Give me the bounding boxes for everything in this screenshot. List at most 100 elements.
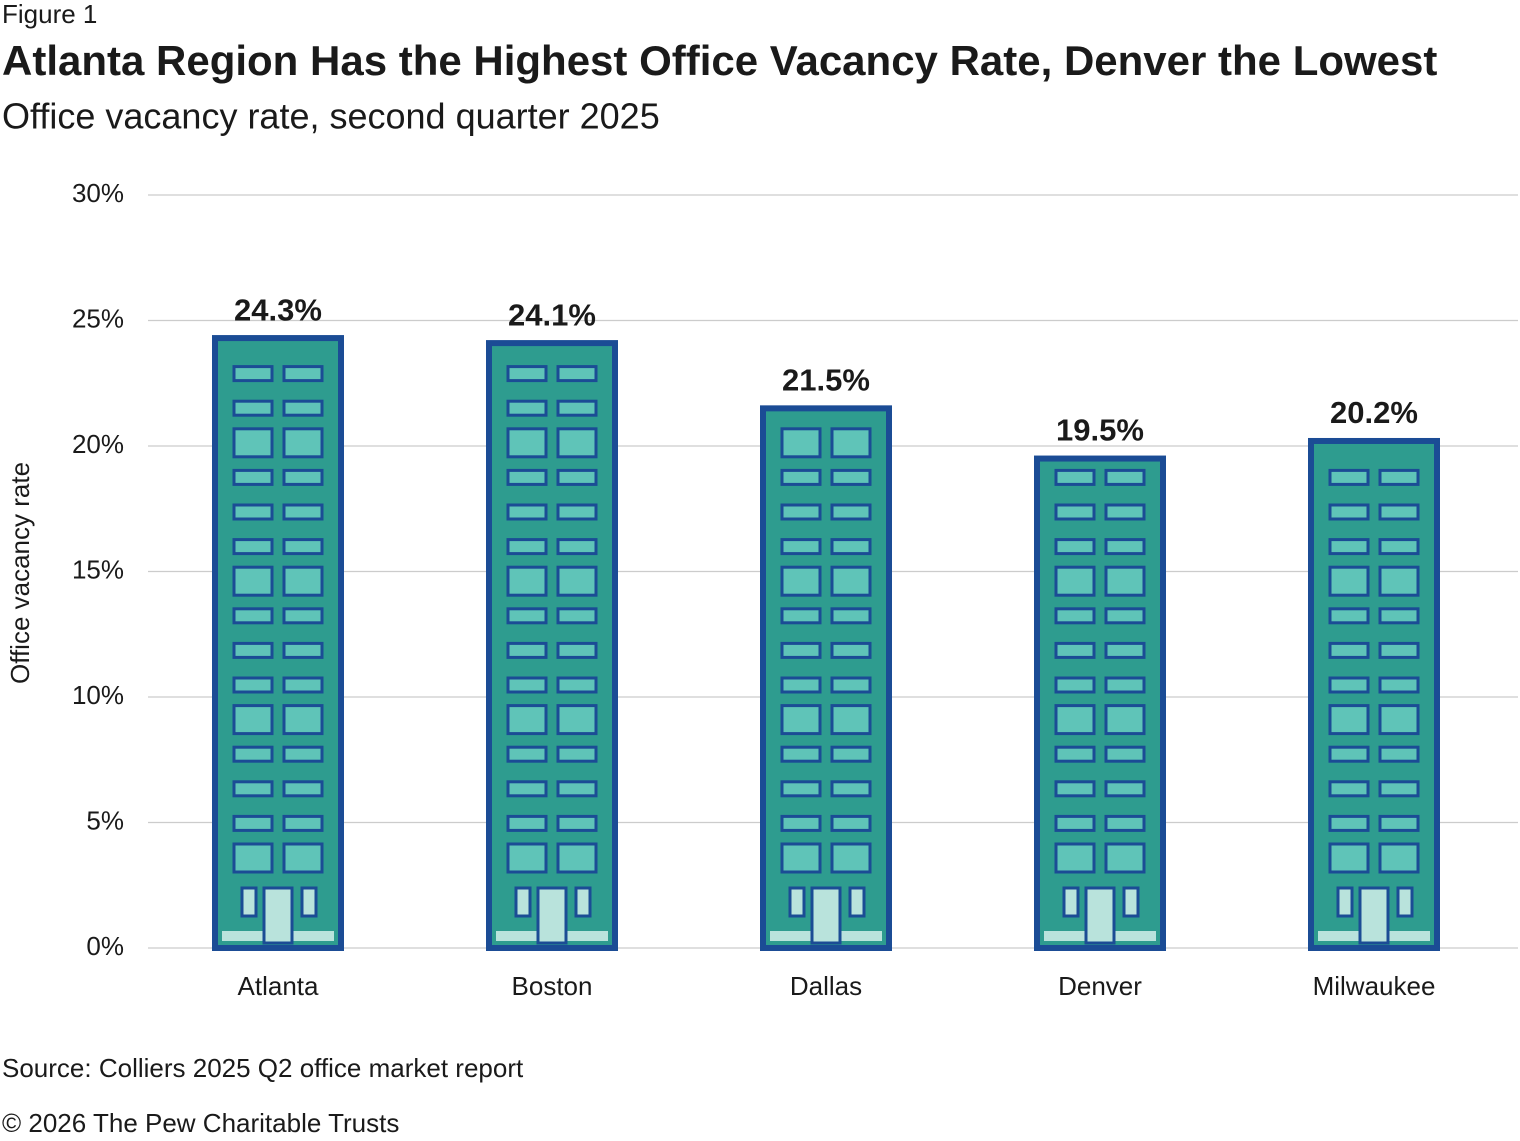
window <box>1378 842 1420 874</box>
window <box>780 538 822 556</box>
window <box>830 427 872 459</box>
window <box>232 468 274 486</box>
window <box>232 814 274 832</box>
window <box>1328 468 1370 486</box>
window <box>556 704 598 736</box>
window <box>1054 676 1096 694</box>
window <box>830 814 872 832</box>
window <box>282 565 324 597</box>
window <box>506 842 548 874</box>
window <box>1054 503 1096 521</box>
window <box>556 842 598 874</box>
window <box>780 704 822 736</box>
window <box>1378 814 1420 832</box>
window <box>1328 780 1370 798</box>
window <box>506 641 548 659</box>
window <box>1104 745 1146 763</box>
window <box>556 538 598 556</box>
y-tick-label: 0% <box>86 931 124 961</box>
x-tick-label: Milwaukee <box>1313 971 1436 1001</box>
window <box>556 676 598 694</box>
window <box>1328 842 1370 874</box>
window <box>232 745 274 763</box>
value-label: 19.5% <box>1056 413 1144 448</box>
window <box>556 565 598 597</box>
window <box>282 745 324 763</box>
window <box>232 399 274 417</box>
value-label: 24.3% <box>234 292 322 327</box>
window <box>780 503 822 521</box>
window <box>1104 468 1146 486</box>
window <box>1328 565 1370 597</box>
window <box>232 780 274 798</box>
window <box>282 365 324 383</box>
y-tick-label: 10% <box>72 680 124 710</box>
window <box>1328 538 1370 556</box>
window <box>780 745 822 763</box>
window <box>1054 565 1096 597</box>
window <box>1054 538 1096 556</box>
window <box>1054 745 1096 763</box>
door <box>1084 886 1116 945</box>
window <box>1104 842 1146 874</box>
window <box>780 641 822 659</box>
window <box>1054 641 1096 659</box>
window <box>1378 607 1420 625</box>
window <box>830 641 872 659</box>
door-window <box>788 886 806 918</box>
window <box>232 676 274 694</box>
window <box>1054 780 1096 798</box>
y-tick-label: 30% <box>72 178 124 208</box>
y-axis-label: Office vacancy rate <box>5 462 35 684</box>
window <box>1328 607 1370 625</box>
x-tick-label: Dallas <box>790 971 862 1001</box>
window <box>1104 538 1146 556</box>
window <box>830 607 872 625</box>
window <box>780 427 822 459</box>
window <box>506 780 548 798</box>
window <box>556 607 598 625</box>
value-label: 21.5% <box>782 363 870 398</box>
window <box>1378 780 1420 798</box>
copyright: © 2026 The Pew Charitable Trusts <box>2 1108 399 1138</box>
window <box>282 780 324 798</box>
door <box>262 886 294 945</box>
window <box>1378 745 1420 763</box>
window <box>1054 704 1096 736</box>
window <box>282 538 324 556</box>
value-label: 20.2% <box>1330 395 1418 430</box>
window <box>830 842 872 874</box>
window <box>282 427 324 459</box>
window <box>1328 745 1370 763</box>
window <box>506 607 548 625</box>
window <box>780 607 822 625</box>
window <box>232 427 274 459</box>
window <box>1104 503 1146 521</box>
window <box>1328 704 1370 736</box>
window <box>556 503 598 521</box>
figure-label: Figure 1 <box>2 0 97 29</box>
window <box>1378 676 1420 694</box>
window <box>232 607 274 625</box>
door-window <box>240 886 258 918</box>
window <box>1378 538 1420 556</box>
window <box>780 468 822 486</box>
window <box>282 468 324 486</box>
window <box>506 427 548 459</box>
window <box>1054 814 1096 832</box>
window <box>506 399 548 417</box>
window <box>282 399 324 417</box>
window <box>1328 676 1370 694</box>
x-tick-label: Boston <box>512 971 593 1001</box>
window <box>232 565 274 597</box>
window <box>556 780 598 798</box>
y-tick-label: 5% <box>86 805 124 835</box>
chart-title: Atlanta Region Has the Highest Office Va… <box>2 37 1437 84</box>
window <box>1378 565 1420 597</box>
window <box>780 676 822 694</box>
bar <box>1034 455 1166 951</box>
x-tick-label: Atlanta <box>238 971 319 1001</box>
window <box>780 814 822 832</box>
window <box>506 365 548 383</box>
door-window <box>1396 886 1414 918</box>
